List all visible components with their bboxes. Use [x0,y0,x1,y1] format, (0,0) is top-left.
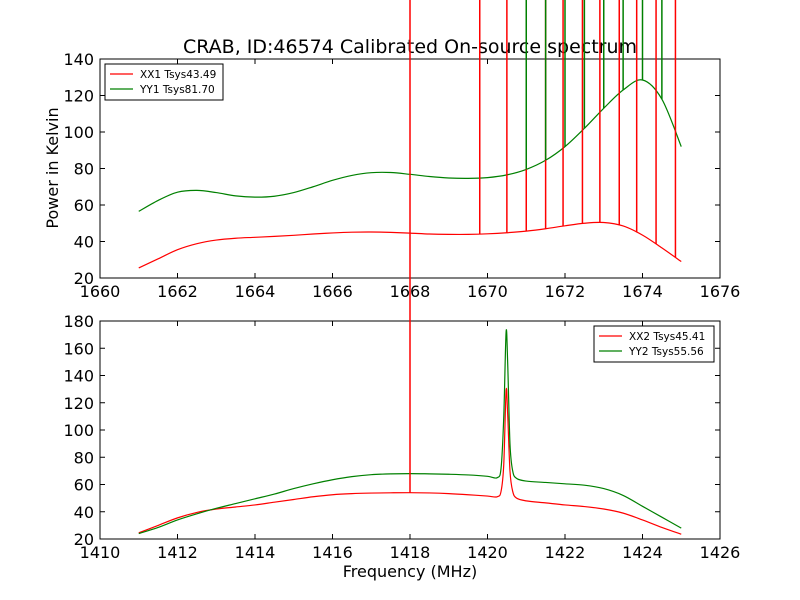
x-tick-label: 1674 [622,282,663,301]
bottom-spectrum-panel: 1410 1412 1414 1416 1418 1420 1422 1424 1426 20 40… [63,0,740,562]
y-tick-label: 60 [74,196,94,215]
legend-label: YY1 Tsys81.70 [139,84,215,96]
x-tick-label: 1416 [312,543,353,562]
y-tick-label: 20 [74,269,94,288]
legend-label: YY2 Tsys55.56 [628,346,704,358]
y-tick-label: 140 [63,50,94,69]
series-line [138,387,682,535]
legend-box [593,325,715,363]
y-tick-label: 140 [63,367,94,386]
x-tick-label: 1662 [157,282,198,301]
legend: XX1 Tsys43.49 YY1 Tsys81.70 [104,63,224,101]
y-axis-label: Power in Kelvin [43,107,62,228]
x-tick-label: 1424 [622,543,663,562]
x-tick-label: 1422 [545,543,586,562]
y-tick-label: 120 [63,87,94,106]
y-tick-label: 40 [74,503,94,522]
y-tick-label: 100 [63,421,94,440]
y-tick-label: 120 [63,394,94,413]
series-line [138,329,682,535]
x-tick-label: 1414 [235,543,276,562]
x-tick-label: 1418 [390,543,431,562]
y-tick-label: 80 [74,160,94,179]
y-tick-label: 80 [74,448,94,467]
x-tick-label: 1676 [700,282,741,301]
legend: XX2 Tsys45.41 YY2 Tsys55.56 [593,325,715,363]
y-tick-label: 160 [63,339,94,358]
legend-box [104,63,224,101]
x-tick-label: 1420 [467,543,508,562]
x-tick-label: 1410 [80,543,121,562]
x-tick-label: 1412 [157,543,198,562]
x-tick-label: 1660 [80,282,121,301]
y-tick-label: 180 [63,312,94,331]
legend-label: XX1 Tsys43.49 [140,69,216,81]
x-tick-label: 1672 [545,282,586,301]
x-axis-label: Frequency (MHz) [343,562,477,581]
y-tick-label: 100 [63,123,94,142]
legend-label: XX2 Tsys45.41 [629,331,705,343]
y-tick-label: 40 [74,233,94,252]
x-tick-label: 1426 [700,543,741,562]
x-tick-label: 1666 [312,282,353,301]
x-tick-label: 1670 [467,282,508,301]
y-tick-label: 60 [74,476,94,495]
x-tick-label: 1664 [235,282,276,301]
y-tick-label: 20 [74,530,94,549]
